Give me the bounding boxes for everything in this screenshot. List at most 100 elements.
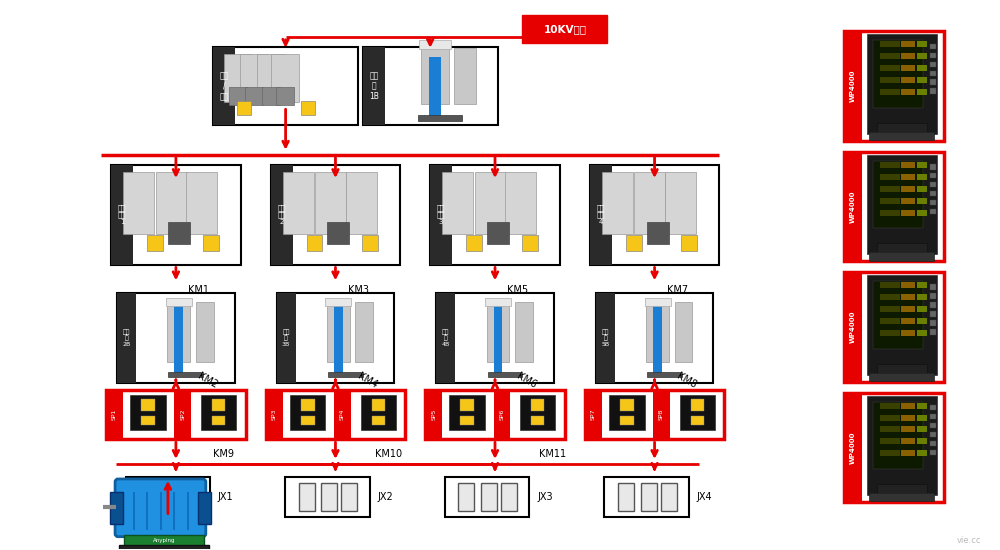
Bar <box>590 165 612 265</box>
Bar <box>880 403 900 409</box>
Text: 10KV电网: 10KV电网 <box>543 24 586 34</box>
Bar <box>917 65 927 72</box>
Bar <box>880 162 900 168</box>
Text: 数字
电源
3: 数字 电源 3 <box>437 204 445 226</box>
Bar <box>618 483 634 510</box>
Bar <box>877 484 927 494</box>
Bar <box>917 306 927 312</box>
Bar <box>873 41 923 108</box>
Bar <box>867 35 937 134</box>
Bar <box>647 372 682 377</box>
Bar <box>880 41 900 47</box>
Bar <box>301 399 315 410</box>
Bar <box>930 414 936 419</box>
Bar <box>346 172 377 234</box>
Bar <box>168 372 203 377</box>
Bar <box>930 423 936 428</box>
Bar <box>106 389 246 439</box>
Bar <box>691 416 704 426</box>
Bar <box>475 172 506 234</box>
Bar <box>869 132 934 140</box>
Text: KM1: KM1 <box>188 285 209 295</box>
Bar <box>869 493 934 502</box>
Bar <box>436 293 455 383</box>
Text: 数字
电源
2: 数字 电源 2 <box>277 204 286 226</box>
Bar <box>917 186 927 191</box>
Bar <box>198 492 211 524</box>
Bar <box>917 210 927 216</box>
Bar <box>301 101 315 115</box>
Bar <box>421 48 449 104</box>
Text: 数字
电源
4: 数字 电源 4 <box>596 204 605 226</box>
Text: JX3: JX3 <box>537 492 553 502</box>
Bar <box>585 389 724 439</box>
Bar <box>240 54 268 102</box>
Bar <box>277 293 296 383</box>
Text: WP4000: WP4000 <box>850 431 856 464</box>
Bar <box>271 165 400 265</box>
Bar <box>880 174 900 180</box>
Bar <box>334 389 351 439</box>
Bar <box>901 65 915 72</box>
Bar <box>271 54 299 102</box>
Bar <box>124 535 204 547</box>
Bar <box>880 210 900 216</box>
Bar <box>844 152 862 261</box>
Bar <box>602 172 633 234</box>
Bar <box>901 330 915 336</box>
Bar <box>691 399 704 410</box>
Bar <box>901 318 915 324</box>
Bar <box>620 399 634 410</box>
Text: KM5: KM5 <box>507 285 529 295</box>
Text: KM10: KM10 <box>375 449 402 459</box>
Bar <box>257 54 285 102</box>
Bar <box>880 438 900 444</box>
Bar <box>844 272 944 382</box>
Bar <box>880 426 900 432</box>
Bar <box>641 483 657 510</box>
Bar <box>930 209 936 214</box>
Bar <box>283 172 314 234</box>
Bar <box>119 545 209 550</box>
Bar <box>596 293 713 383</box>
Bar <box>325 298 351 306</box>
Text: KM2: KM2 <box>196 371 219 390</box>
Bar <box>844 393 862 502</box>
Bar <box>245 87 263 105</box>
Bar <box>429 57 441 119</box>
Bar <box>901 294 915 300</box>
Bar <box>505 172 536 234</box>
Bar <box>917 53 927 59</box>
Bar <box>315 172 346 234</box>
Bar <box>110 492 123 524</box>
Bar <box>645 298 671 306</box>
Text: KM6: KM6 <box>515 371 539 390</box>
Bar <box>487 302 509 362</box>
Bar <box>930 80 936 85</box>
Bar <box>520 395 555 431</box>
FancyBboxPatch shape <box>115 479 206 537</box>
Bar <box>844 31 944 141</box>
Bar <box>596 293 615 383</box>
Bar <box>237 101 251 115</box>
Bar <box>141 399 155 410</box>
Bar <box>880 197 900 204</box>
Bar <box>487 222 509 244</box>
Bar <box>661 483 677 510</box>
Bar <box>531 416 544 426</box>
Bar <box>201 395 236 431</box>
Bar <box>212 416 225 426</box>
Bar <box>111 165 241 265</box>
Bar <box>844 152 944 261</box>
Bar <box>880 53 900 59</box>
Bar <box>425 389 442 439</box>
Bar <box>869 372 934 381</box>
Bar <box>917 197 927 204</box>
Bar <box>460 416 474 426</box>
Bar <box>436 293 554 383</box>
Bar <box>321 483 337 510</box>
Bar <box>901 282 915 288</box>
Bar <box>867 395 937 495</box>
Text: KM8: KM8 <box>675 371 698 390</box>
Bar <box>880 415 900 421</box>
